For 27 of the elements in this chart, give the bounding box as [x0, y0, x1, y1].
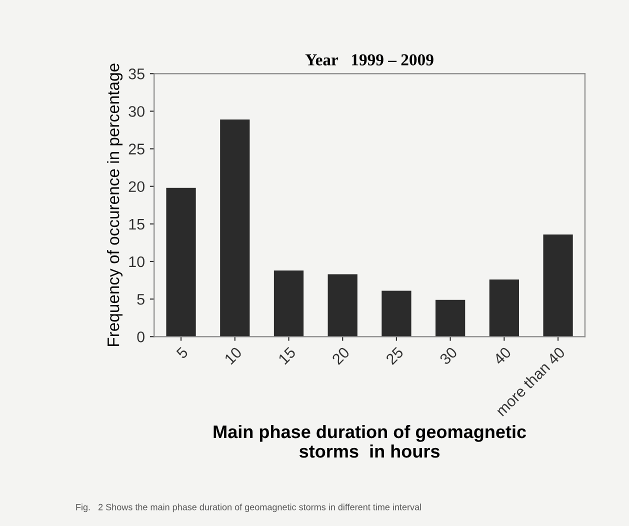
bar	[220, 119, 250, 337]
y-axis-title: Frequency of occurence in percentage	[106, 64, 123, 346]
y-tick-label: 20	[128, 181, 144, 192]
bar	[489, 280, 519, 337]
caption: Fig. 2 Shows the main phase duration of geomagnetic storms in different time interval	[76, 504, 421, 512]
x-axis-title: Main phase duration of geomagnetic storms in hours	[214, 424, 526, 458]
chart-title: Year 1999 – 2009	[305, 54, 434, 66]
bar	[328, 274, 358, 337]
y-tick-label: 25	[128, 144, 144, 154]
y-tick-label: 15	[129, 218, 144, 230]
y-tick-label: 5	[137, 294, 144, 305]
x-tick-label: 15	[278, 346, 296, 365]
x-tick-label: 5	[176, 346, 189, 360]
bar	[436, 300, 466, 337]
x-tick-label: 30	[439, 346, 458, 366]
x-tick-label: 10	[224, 346, 242, 365]
y-tick-label: 0	[137, 332, 144, 342]
bar	[543, 234, 573, 337]
y-tick-label: 35	[128, 68, 144, 80]
y-tick-label: 30	[128, 106, 144, 117]
bar	[382, 290, 412, 337]
bar	[166, 188, 196, 337]
x-tick-label: 20	[331, 346, 350, 366]
x-tick-label: 40	[492, 346, 512, 366]
y-tick-label: 10	[129, 256, 144, 268]
bar	[274, 270, 304, 337]
x-tick-label: 25	[385, 346, 404, 366]
